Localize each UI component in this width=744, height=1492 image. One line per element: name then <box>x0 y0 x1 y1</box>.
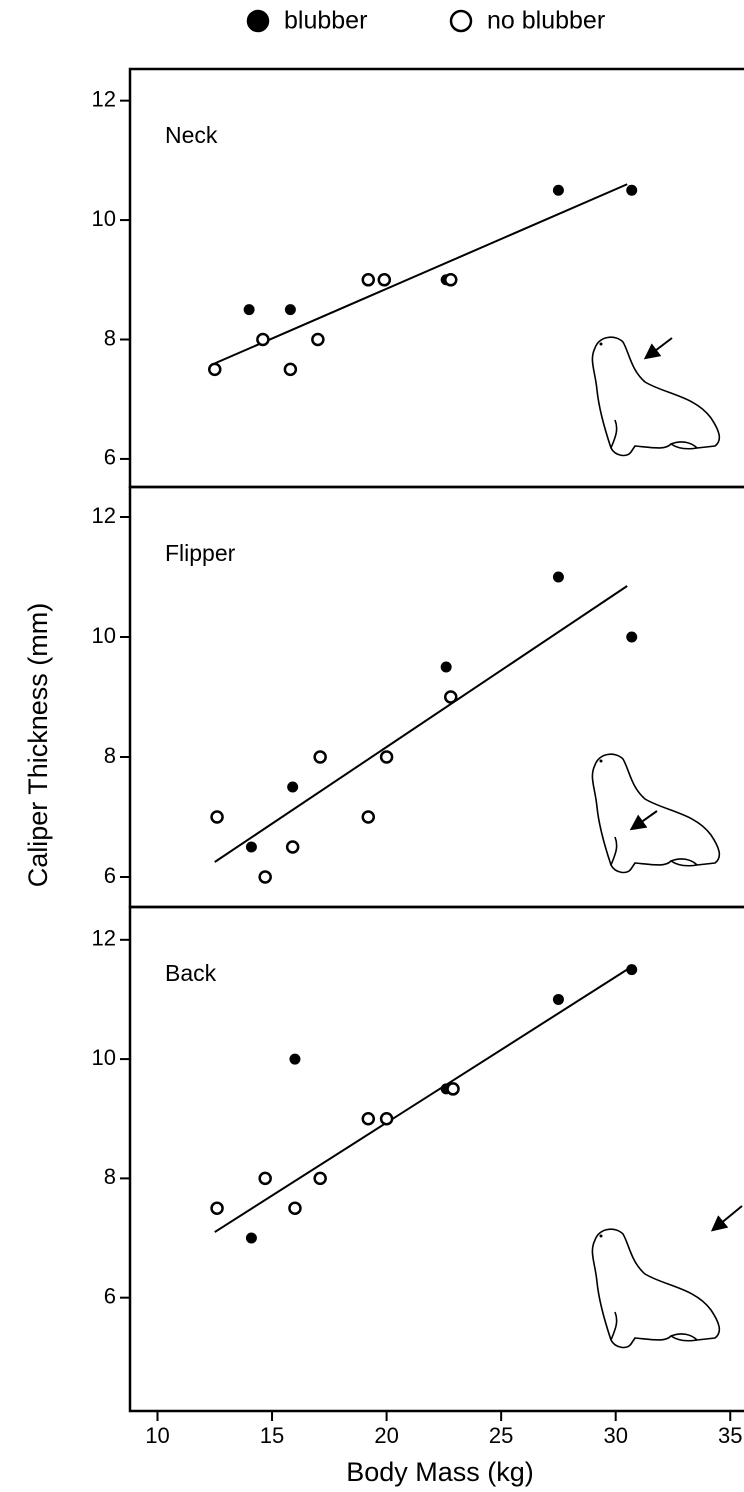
data-point <box>209 364 220 375</box>
y-tick-label: 6 <box>104 445 116 470</box>
y-tick-label: 12 <box>92 503 116 528</box>
data-point <box>627 632 637 642</box>
panel-title: Neck <box>165 122 218 148</box>
x-tick-label: 35 <box>718 1423 742 1448</box>
data-point <box>627 965 637 975</box>
x-tick-label: 20 <box>374 1423 398 1448</box>
data-point <box>288 782 298 792</box>
data-point <box>381 752 392 763</box>
data-point <box>260 1173 271 1184</box>
data-point <box>445 274 456 285</box>
y-tick-label: 10 <box>92 1045 116 1070</box>
data-point <box>285 364 296 375</box>
data-point <box>246 842 256 852</box>
data-point <box>289 1203 300 1214</box>
data-point <box>381 1113 392 1124</box>
data-point <box>553 994 563 1004</box>
legend-marker <box>451 11 471 31</box>
data-point <box>448 1083 459 1094</box>
data-point <box>285 305 295 315</box>
x-tick-label: 10 <box>145 1423 169 1448</box>
data-point <box>244 305 254 315</box>
seal-illustration <box>592 337 742 1347</box>
data-point <box>260 872 271 883</box>
y-tick-label: 8 <box>104 743 116 768</box>
data-point <box>212 812 223 823</box>
data-point <box>441 662 451 672</box>
legend-marker <box>248 11 268 31</box>
y-tick-label: 6 <box>104 1283 116 1308</box>
panel-frame <box>130 907 744 1411</box>
data-point <box>312 334 323 345</box>
panel-title: Back <box>165 960 217 986</box>
x-tick-label: 25 <box>489 1423 513 1448</box>
data-point <box>627 185 637 195</box>
y-tick-label: 6 <box>104 863 116 888</box>
legend-label: blubber <box>284 7 367 35</box>
data-point <box>379 274 390 285</box>
y-tick-label: 12 <box>92 86 116 111</box>
data-point <box>257 334 268 345</box>
data-point <box>363 274 374 285</box>
chart: Caliper Thickness (mm) Body Mass (kg) bl… <box>0 0 744 1492</box>
y-tick-label: 10 <box>92 623 116 648</box>
panel-title: Flipper <box>165 540 236 566</box>
data-point <box>315 1173 326 1184</box>
data-point <box>212 1203 223 1214</box>
fit-line <box>215 184 627 363</box>
data-point <box>290 1054 300 1064</box>
y-axis-label: Caliper Thickness (mm) <box>23 603 53 888</box>
fit-line <box>215 967 632 1232</box>
x-tick-label: 30 <box>603 1423 627 1448</box>
x-tick-label: 15 <box>260 1423 284 1448</box>
data-point <box>553 572 563 582</box>
x-axis-label: Body Mass (kg) <box>346 1457 534 1487</box>
y-tick-label: 10 <box>92 206 116 231</box>
y-tick-label: 8 <box>104 325 116 350</box>
y-tick-label: 8 <box>104 1164 116 1189</box>
data-point <box>363 1113 374 1124</box>
data-point <box>315 752 326 763</box>
panel-frame <box>130 69 744 487</box>
data-point <box>287 842 298 853</box>
legend-label: no blubber <box>487 7 605 35</box>
data-point <box>553 185 563 195</box>
data-point <box>363 812 374 823</box>
data-point <box>246 1233 256 1243</box>
y-tick-label: 12 <box>92 926 116 951</box>
fit-line <box>215 586 627 862</box>
data-point <box>445 692 456 703</box>
